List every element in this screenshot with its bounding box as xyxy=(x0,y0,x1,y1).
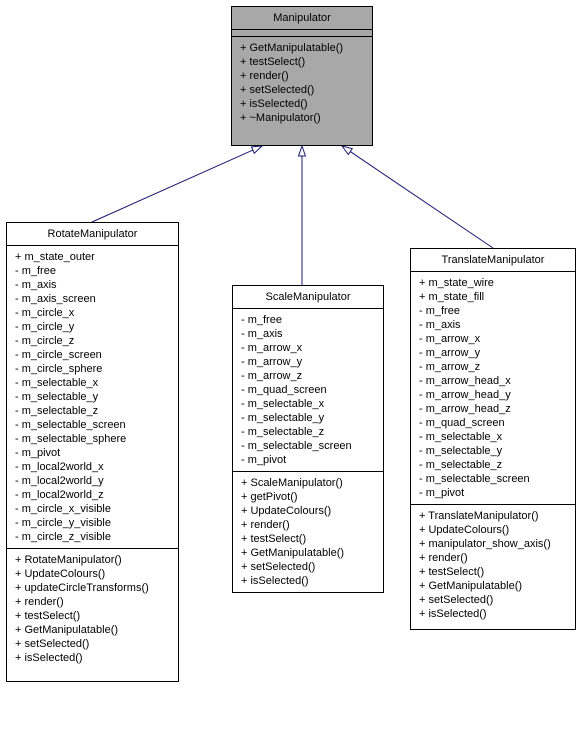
method-row: + updateCircleTransforms() xyxy=(15,581,170,595)
method-row: + UpdateColours() xyxy=(241,504,375,518)
class-manipulator: Manipulator + GetManipulatable()+ testSel… xyxy=(231,6,373,146)
method-row: + testSelect() xyxy=(240,55,364,69)
attribute-row: - m_selectable_x xyxy=(419,430,567,444)
attribute-row: - m_circle_screen xyxy=(15,348,170,362)
empty-attrs-compartment xyxy=(232,30,372,37)
attribute-row: - m_circle_z xyxy=(15,334,170,348)
method-row: + UpdateColours() xyxy=(419,523,567,537)
attribute-row: - m_axis_screen xyxy=(15,292,170,306)
class-title: RotateManipulator xyxy=(7,223,178,246)
attribute-row: - m_axis xyxy=(419,318,567,332)
method-row: + getPivot() xyxy=(241,490,375,504)
attribute-row: - m_selectable_screen xyxy=(419,472,567,486)
attribute-row: - m_selectable_z xyxy=(241,425,375,439)
attribute-row: + m_state_fill xyxy=(419,290,567,304)
methods-compartment: + TranslateManipulator()+ UpdateColours(… xyxy=(411,505,575,625)
attribute-row: - m_free xyxy=(419,304,567,318)
method-row: + isSelected() xyxy=(15,651,170,665)
method-row: + render() xyxy=(241,518,375,532)
method-row: + render() xyxy=(419,551,567,565)
attribute-row: - m_pivot xyxy=(241,453,375,467)
method-row: + render() xyxy=(240,69,364,83)
method-row: + ~Manipulator() xyxy=(240,111,364,125)
attribute-row: - m_arrow_head_x xyxy=(419,374,567,388)
method-row: + GetManipulatable() xyxy=(15,623,170,637)
method-row: + RotateManipulator() xyxy=(15,553,170,567)
attribute-row: - m_selectable_x xyxy=(241,397,375,411)
methods-compartment: + GetManipulatable()+ testSelect()+ rend… xyxy=(232,37,372,129)
attribute-row: - m_selectable_sphere xyxy=(15,432,170,446)
attribute-row: - m_selectable_z xyxy=(419,458,567,472)
method-row: + setSelected() xyxy=(241,560,375,574)
method-row: + UpdateColours() xyxy=(15,567,170,581)
attributes-compartment: + m_state_outer- m_free- m_axis- m_axis_… xyxy=(7,246,178,549)
class-title: ScaleManipulator xyxy=(233,286,383,309)
class-scale-manipulator: ScaleManipulator- m_free- m_axis- m_arro… xyxy=(232,285,384,593)
methods-compartment: + RotateManipulator()+ UpdateColours()+ … xyxy=(7,549,178,669)
attribute-row: - m_circle_x xyxy=(15,306,170,320)
attribute-row: - m_pivot xyxy=(15,446,170,460)
attribute-row: - m_arrow_x xyxy=(419,332,567,346)
method-row: + isSelected() xyxy=(241,574,375,588)
attribute-row: - m_arrow_z xyxy=(241,369,375,383)
attribute-row: - m_selectable_y xyxy=(15,390,170,404)
attribute-row: - m_local2world_x xyxy=(15,460,170,474)
attribute-row: - m_free xyxy=(241,313,375,327)
method-row: + testSelect() xyxy=(15,609,170,623)
method-row: + testSelect() xyxy=(419,565,567,579)
attribute-row: + m_state_outer xyxy=(15,250,170,264)
class-title: TranslateManipulator xyxy=(411,249,575,272)
attribute-row: - m_selectable_y xyxy=(241,411,375,425)
attribute-row: - m_selectable_y xyxy=(419,444,567,458)
attribute-row: - m_selectable_screen xyxy=(241,439,375,453)
attribute-row: - m_circle_z_visible xyxy=(15,530,170,544)
method-row: + setSelected() xyxy=(419,593,567,607)
attribute-row: - m_selectable_screen xyxy=(15,418,170,432)
attribute-row: - m_pivot xyxy=(419,486,567,500)
attribute-row: - m_arrow_y xyxy=(241,355,375,369)
method-row: + ScaleManipulator() xyxy=(241,476,375,490)
attribute-row: - m_free xyxy=(15,264,170,278)
attribute-row: - m_circle_x_visible xyxy=(15,502,170,516)
attributes-compartment: - m_free- m_axis- m_arrow_x- m_arrow_y- … xyxy=(233,309,383,472)
method-row: + GetManipulatable() xyxy=(419,579,567,593)
method-row: + setSelected() xyxy=(240,83,364,97)
class-translate-manipulator: TranslateManipulator+ m_state_wire+ m_st… xyxy=(410,248,576,630)
methods-compartment: + ScaleManipulator()+ getPivot()+ Update… xyxy=(233,472,383,592)
attribute-row: - m_arrow_head_y xyxy=(419,388,567,402)
attribute-row: - m_axis xyxy=(15,278,170,292)
method-row: + isSelected() xyxy=(419,607,567,621)
attribute-row: - m_arrow_z xyxy=(419,360,567,374)
class-title: Manipulator xyxy=(232,7,372,30)
attribute-row: - m_circle_y_visible xyxy=(15,516,170,530)
attribute-row: - m_selectable_x xyxy=(15,376,170,390)
attribute-row: - m_arrow_head_z xyxy=(419,402,567,416)
method-row: + render() xyxy=(15,595,170,609)
attribute-row: - m_quad_screen xyxy=(241,383,375,397)
method-row: + TranslateManipulator() xyxy=(419,509,567,523)
attribute-row: - m_local2world_y xyxy=(15,474,170,488)
attribute-row: - m_selectable_z xyxy=(15,404,170,418)
class-rotate-manipulator: RotateManipulator+ m_state_outer- m_free… xyxy=(6,222,179,682)
attribute-row: - m_quad_screen xyxy=(419,416,567,430)
attributes-compartment: + m_state_wire+ m_state_fill- m_free- m_… xyxy=(411,272,575,505)
attribute-row: - m_axis xyxy=(241,327,375,341)
attribute-row: - m_arrow_y xyxy=(419,346,567,360)
method-row: + GetManipulatable() xyxy=(240,41,364,55)
attribute-row: - m_arrow_x xyxy=(241,341,375,355)
method-row: + isSelected() xyxy=(240,97,364,111)
method-row: + GetManipulatable() xyxy=(241,546,375,560)
attribute-row: - m_local2world_z xyxy=(15,488,170,502)
method-row: + setSelected() xyxy=(15,637,170,651)
attribute-row: - m_circle_y xyxy=(15,320,170,334)
attribute-row: - m_circle_sphere xyxy=(15,362,170,376)
method-row: + manipulator_show_axis() xyxy=(419,537,567,551)
attribute-row: + m_state_wire xyxy=(419,276,567,290)
method-row: + testSelect() xyxy=(241,532,375,546)
